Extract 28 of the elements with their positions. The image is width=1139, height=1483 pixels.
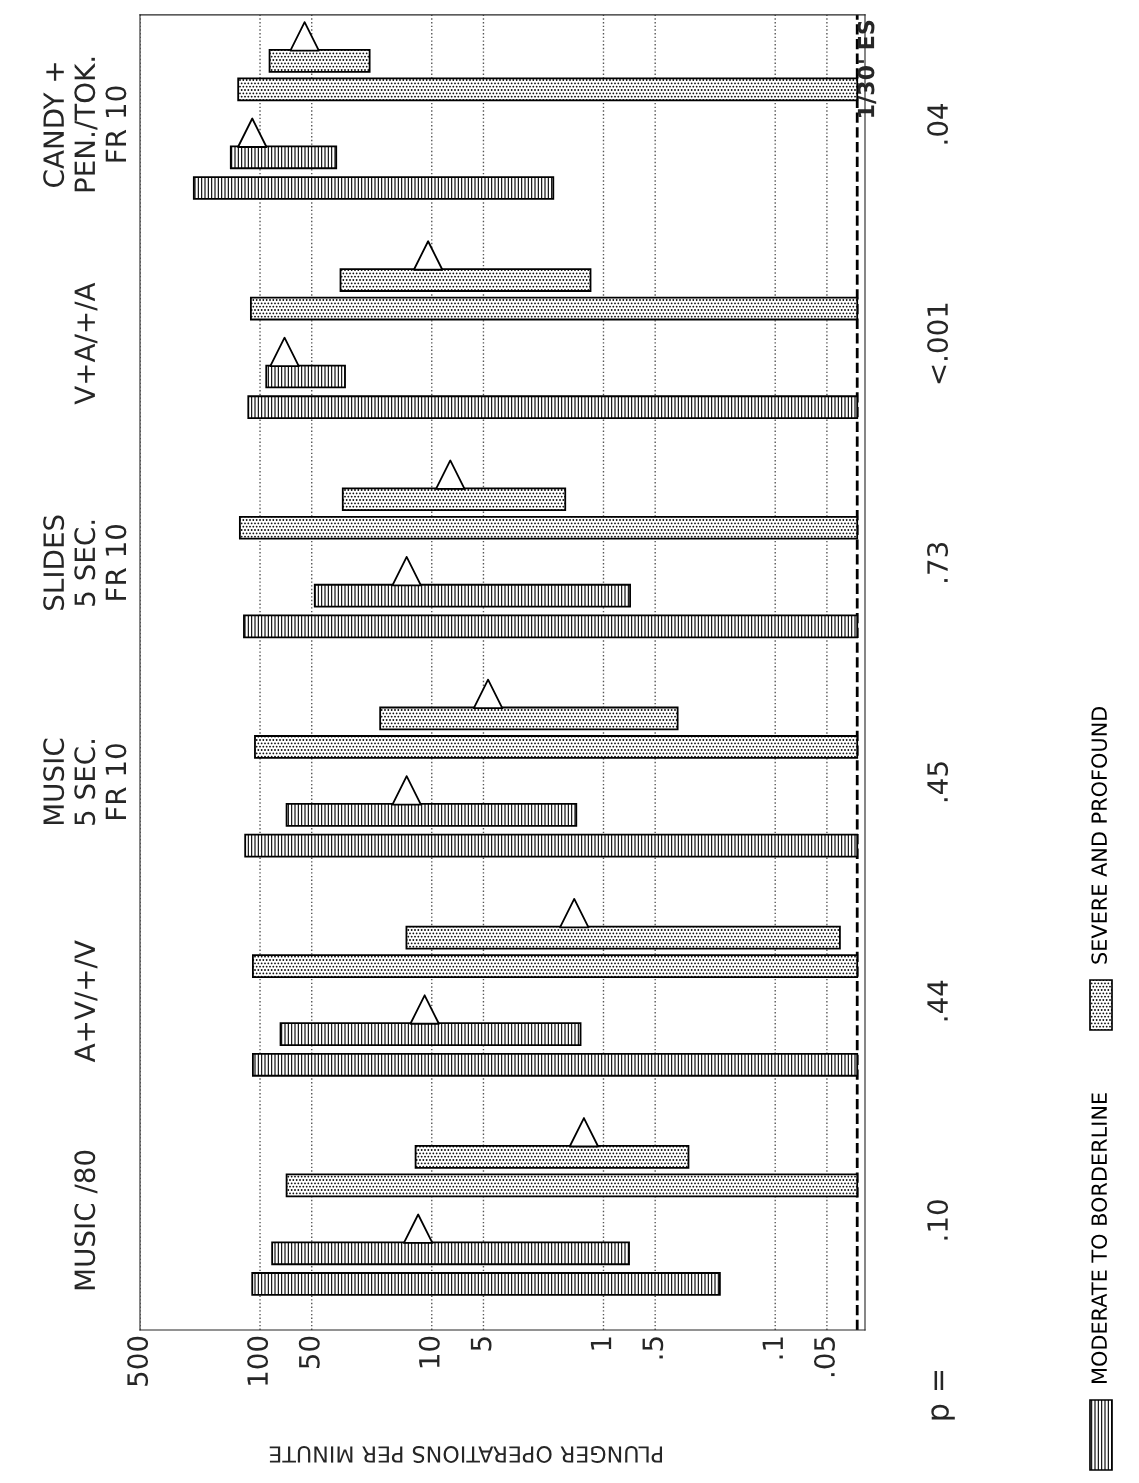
y-tick-label: MUSIC 5 SEC. FR 10 [43, 738, 127, 825]
y-tick-label: V+A/+/A [74, 282, 98, 405]
x-tick-label: .1 [762, 1337, 783, 1359]
x-tick-label: 50 [298, 1336, 320, 1369]
y-tick-label: A+V/+/V [74, 940, 98, 1063]
y-tick-label: MUSIC /80 [74, 1150, 98, 1290]
x-tick-label: 1 [590, 1337, 612, 1350]
bar [192, 176, 555, 200]
x-axis-title: PLUNGER OPERATIONS PER MINUTE [269, 1446, 663, 1463]
ref-line-label: 1/30' ES [857, 20, 877, 117]
x-tick-label: .5 [642, 1337, 664, 1359]
text: MODERATE TO BORDERLINE [1091, 1093, 1108, 1383]
text: SEVERE AND PROFOUND [1091, 706, 1108, 964]
text: <.001 [927, 303, 949, 384]
x-tick-label: 100 [247, 1336, 269, 1385]
text: .45 [927, 762, 949, 802]
text: .44 [927, 980, 948, 1021]
x-tick-label: 500 [127, 1336, 149, 1386]
x-tick-label: 10 [418, 1336, 440, 1368]
text: .04 [927, 103, 949, 144]
y-tick-label: CANDY + PEN./TOK. FR 10 [43, 57, 127, 192]
text: .10 [927, 1200, 949, 1240]
x-tick-label: .05 [813, 1337, 835, 1377]
text: .73 [927, 542, 949, 582]
x-tick-label: 5 [470, 1337, 492, 1351]
y-tick-label: SLIDES 5 SEC. FR 10 [43, 515, 127, 610]
bar [251, 1272, 721, 1296]
text: p = [931, 1370, 955, 1420]
